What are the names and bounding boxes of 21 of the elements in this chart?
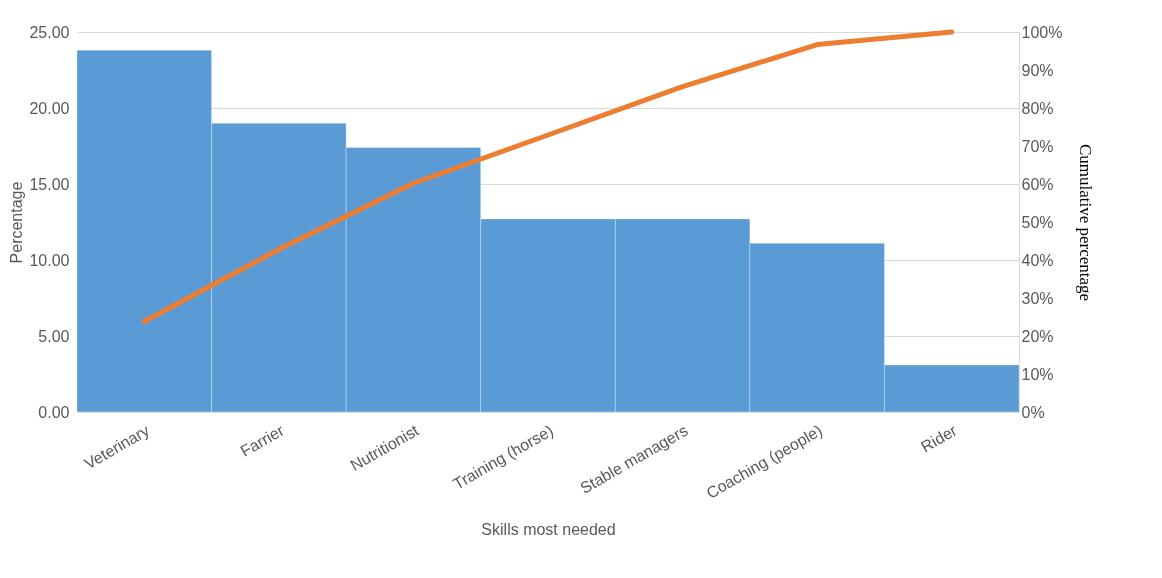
y-tick-label: 5.00 — [38, 327, 70, 345]
x-tick-label: Rider — [918, 421, 961, 456]
y2-tick-label: 30% — [1021, 289, 1054, 307]
y-tick-label: 15.00 — [29, 175, 70, 193]
y2-tick-label: 50% — [1021, 213, 1054, 231]
y2-tick-label: 70% — [1021, 137, 1054, 155]
y-axis-title: Percentage — [8, 181, 26, 264]
y-tick-label: 25.00 — [29, 23, 70, 41]
y-tick-label: 10.00 — [29, 251, 70, 269]
y2-tick-label: 100% — [1021, 23, 1063, 41]
y-tick-label: 20.00 — [29, 99, 70, 117]
x-axis-title: Skills most needed — [481, 520, 616, 538]
y2-axis-title: Cumulative percentage — [1076, 143, 1096, 302]
y2-tick-label: 40% — [1021, 251, 1054, 269]
y2-tick-label: 0% — [1021, 403, 1045, 421]
y2-tick-label: 60% — [1021, 175, 1054, 193]
y2-tick-label: 10% — [1021, 365, 1054, 383]
y2-tick-label: 80% — [1021, 99, 1054, 117]
y-tick-label: 0.00 — [38, 403, 70, 421]
y2-tick-label: 90% — [1021, 61, 1054, 79]
y2-tick-label: 20% — [1021, 327, 1054, 345]
